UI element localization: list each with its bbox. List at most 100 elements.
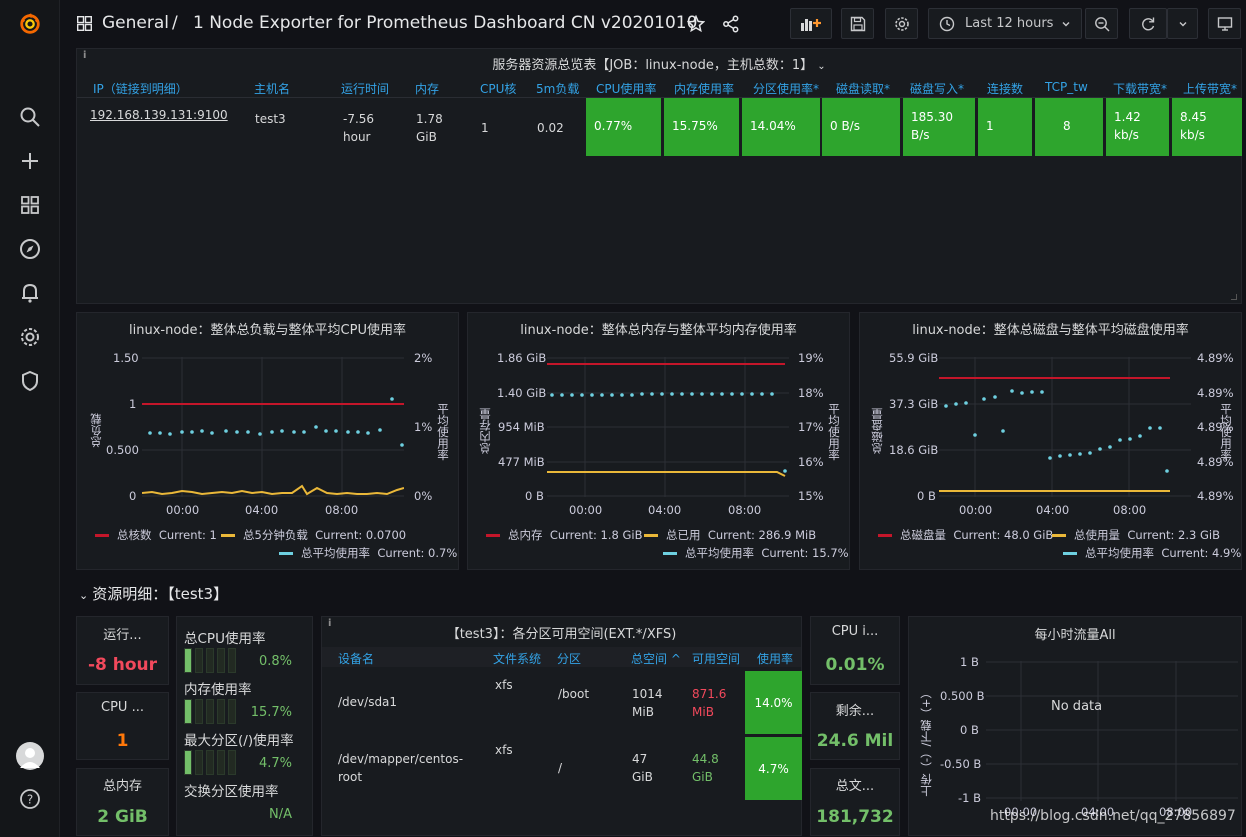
share-icon[interactable] [722, 15, 740, 36]
col-cpu-usage[interactable]: CPU使用率 [596, 82, 657, 96]
partitions-title[interactable]: 【test3】：各分区可用空间(EXT.*/XFS) [446, 627, 677, 642]
refresh-button[interactable] [1129, 8, 1167, 39]
legend-total-mem[interactable]: 总内存 Current: 1.8 GiB [486, 527, 642, 543]
cell-partition-usage: 14.04% [742, 98, 820, 156]
x-tick: 04:00 [1036, 503, 1070, 517]
chevron-down-icon: ⌄ [817, 61, 826, 72]
col-partition-usage[interactable]: 分区使用率* [753, 82, 820, 96]
clock-icon [939, 16, 955, 31]
cpu-chart-plot[interactable] [142, 357, 404, 497]
y-tick: 954 MiB [498, 420, 545, 434]
col-mem-usage[interactable]: 内存使用率 [674, 82, 735, 96]
col-ip[interactable]: IP（链接到明细） [93, 82, 188, 96]
plus-icon[interactable] [18, 149, 42, 173]
refresh-icon [1142, 17, 1155, 30]
col-load5[interactable]: 5m负载 [536, 82, 580, 96]
dashboards-icon[interactable] [18, 193, 42, 217]
host-ip-link[interactable]: 192.168.139.131:9100 [90, 108, 228, 122]
mem-chart-title[interactable]: linux-node：整体总内存与整体平均内存使用率 [520, 323, 797, 338]
panel-resize-handle[interactable] [1231, 294, 1237, 300]
legend-total-disk[interactable]: 总磁盘量 Current: 48.0 GiB [878, 527, 1053, 543]
traffic-title[interactable]: 每小时流量All [1034, 628, 1116, 643]
total-files-stat-panel[interactable]: 总文... 181,732 [810, 768, 900, 836]
col-mount[interactable]: 分区 [557, 652, 582, 666]
total-mem-stat-panel[interactable]: 总内存 2 GiB [76, 768, 169, 836]
cpu-cores-stat-value: 1 [116, 731, 129, 751]
save-dashboard-button[interactable] [841, 8, 874, 39]
disk-chart-plot[interactable] [939, 357, 1191, 497]
remaining-stat-panel[interactable]: 剩余... 24.6 Mil [810, 692, 900, 760]
mem-chart-plot[interactable] [547, 357, 789, 497]
col-uptime[interactable]: 运行时间 [341, 82, 390, 96]
legend-avg-mem[interactable]: 总平均使用率 Current: 15.7% [663, 545, 849, 561]
tv-mode-button[interactable] [1208, 8, 1241, 39]
col-connections[interactable]: 连接数 [987, 82, 1024, 96]
star-favorite-icon[interactable] [686, 14, 706, 36]
add-panel-button[interactable] [790, 8, 832, 39]
col-disk-write[interactable]: 磁盘写入* [910, 82, 965, 96]
bargauge-value: N/A [269, 807, 292, 822]
col-tcp-tw[interactable]: TCP_tw [1045, 80, 1088, 94]
gear-icon[interactable] [18, 325, 42, 349]
remaining-stat-value: 24.6 Mil [816, 731, 894, 751]
refresh-interval-dropdown[interactable] [1167, 8, 1198, 39]
legend-used-disk[interactable]: 总使用量 Current: 2.3 GiB [1052, 527, 1220, 543]
total-files-stat-title: 总文... [835, 779, 875, 794]
col-memory[interactable]: 内存 [415, 82, 440, 96]
panel-info-icon[interactable]: i [83, 50, 87, 61]
legend-used-mem[interactable]: 总已用 Current: 286.9 MiB [644, 527, 816, 543]
help-icon[interactable]: ? [18, 787, 42, 811]
col-available[interactable]: 可用空间 [692, 652, 741, 666]
breadcrumb-separator: / [172, 13, 178, 33]
cell-cpu-usage: 0.77% [586, 98, 661, 156]
chevron-down-icon [1062, 21, 1070, 26]
zoom-out-button[interactable] [1085, 8, 1118, 39]
col-download[interactable]: 下载带宽* [1113, 82, 1168, 96]
y2-tick: 17% [798, 420, 824, 434]
y2-tick: 0% [414, 489, 433, 503]
col-hostname[interactable]: 主机名 [254, 82, 291, 96]
bargauge-value: 4.7% [258, 756, 292, 771]
uptime-stat-panel[interactable]: 运行... -8 hour [76, 616, 169, 685]
row-header-details[interactable]: ⌄ 资源明细：【test3】 [79, 583, 228, 604]
breadcrumb-folder[interactable]: General [102, 13, 169, 33]
legend-avg-cpu[interactable]: 总平均使用率 Current: 0.7% [279, 545, 457, 561]
legend-load5[interactable]: 总5分钟负载 Current: 0.0700 [221, 527, 406, 543]
time-range-picker[interactable]: Last 12 hours [928, 8, 1082, 39]
dashboard-title[interactable]: 1 Node Exporter for Prometheus Dashboard… [193, 13, 698, 33]
col-disk-read[interactable]: 磁盘读取* [836, 82, 891, 96]
cpu-iowait-stat-panel[interactable]: CPU i... 0.01% [810, 616, 900, 685]
compass-explore-icon[interactable] [18, 237, 42, 261]
cpu-cores-stat-panel[interactable]: CPU ... 1 [76, 692, 169, 760]
y2-tick: 4.89% [1197, 386, 1234, 400]
resource-bargauge-panel[interactable]: 总CPU使用率 0.8% 内存使用率 15.7% 最大分区(/)使用率 4.7%… [176, 616, 313, 836]
panel-info-icon[interactable]: i [328, 618, 332, 629]
traffic-chart-plot[interactable] [986, 661, 1238, 801]
y-tick: 1.50 [113, 351, 139, 365]
y2-axis-label: 平均使用率 [827, 403, 841, 461]
partitions-table-panel: i 【test3】：各分区可用空间(EXT.*/XFS) 设备名 文件系统 分区… [321, 616, 802, 836]
dashboard-settings-button[interactable] [885, 8, 918, 39]
gear-icon [894, 16, 909, 31]
legend-avg-disk[interactable]: 总平均使用率 Current: 4.9% [1063, 545, 1241, 561]
col-total[interactable]: 总空间 ^ [631, 652, 681, 666]
cell-load5: 0.02 [537, 121, 564, 135]
col-usage[interactable]: 使用率 [757, 652, 794, 666]
col-cpu-cores[interactable]: CPU核 [480, 82, 517, 96]
col-filesystem[interactable]: 文件系统 [493, 652, 542, 666]
disk-chart-title[interactable]: linux-node：整体总磁盘与整体平均磁盘使用率 [912, 323, 1189, 338]
search-icon[interactable] [18, 105, 42, 129]
grafana-logo-icon[interactable] [18, 12, 42, 36]
x-tick: 08:00 [1159, 805, 1193, 819]
cpu-chart-title[interactable]: linux-node：整体总负载与整体平均CPU使用率 [129, 323, 406, 338]
col-device[interactable]: 设备名 [338, 652, 375, 666]
avatar[interactable] [16, 742, 44, 770]
bargauge-cells [184, 750, 236, 775]
shield-icon[interactable] [18, 369, 42, 393]
col-upload[interactable]: 上传带宽* [1183, 82, 1238, 96]
overview-panel-title[interactable]: 服务器资源总览表【JOB：linux-node，主机总数：1】 ⌄ [492, 58, 826, 73]
cell-available: 871.6 MiB [692, 687, 727, 719]
bell-alerting-icon[interactable] [18, 281, 42, 305]
uptime-stat-value: -8 hour [87, 655, 158, 675]
legend-total-cores[interactable]: 总核数 Current: 1 [95, 527, 217, 543]
